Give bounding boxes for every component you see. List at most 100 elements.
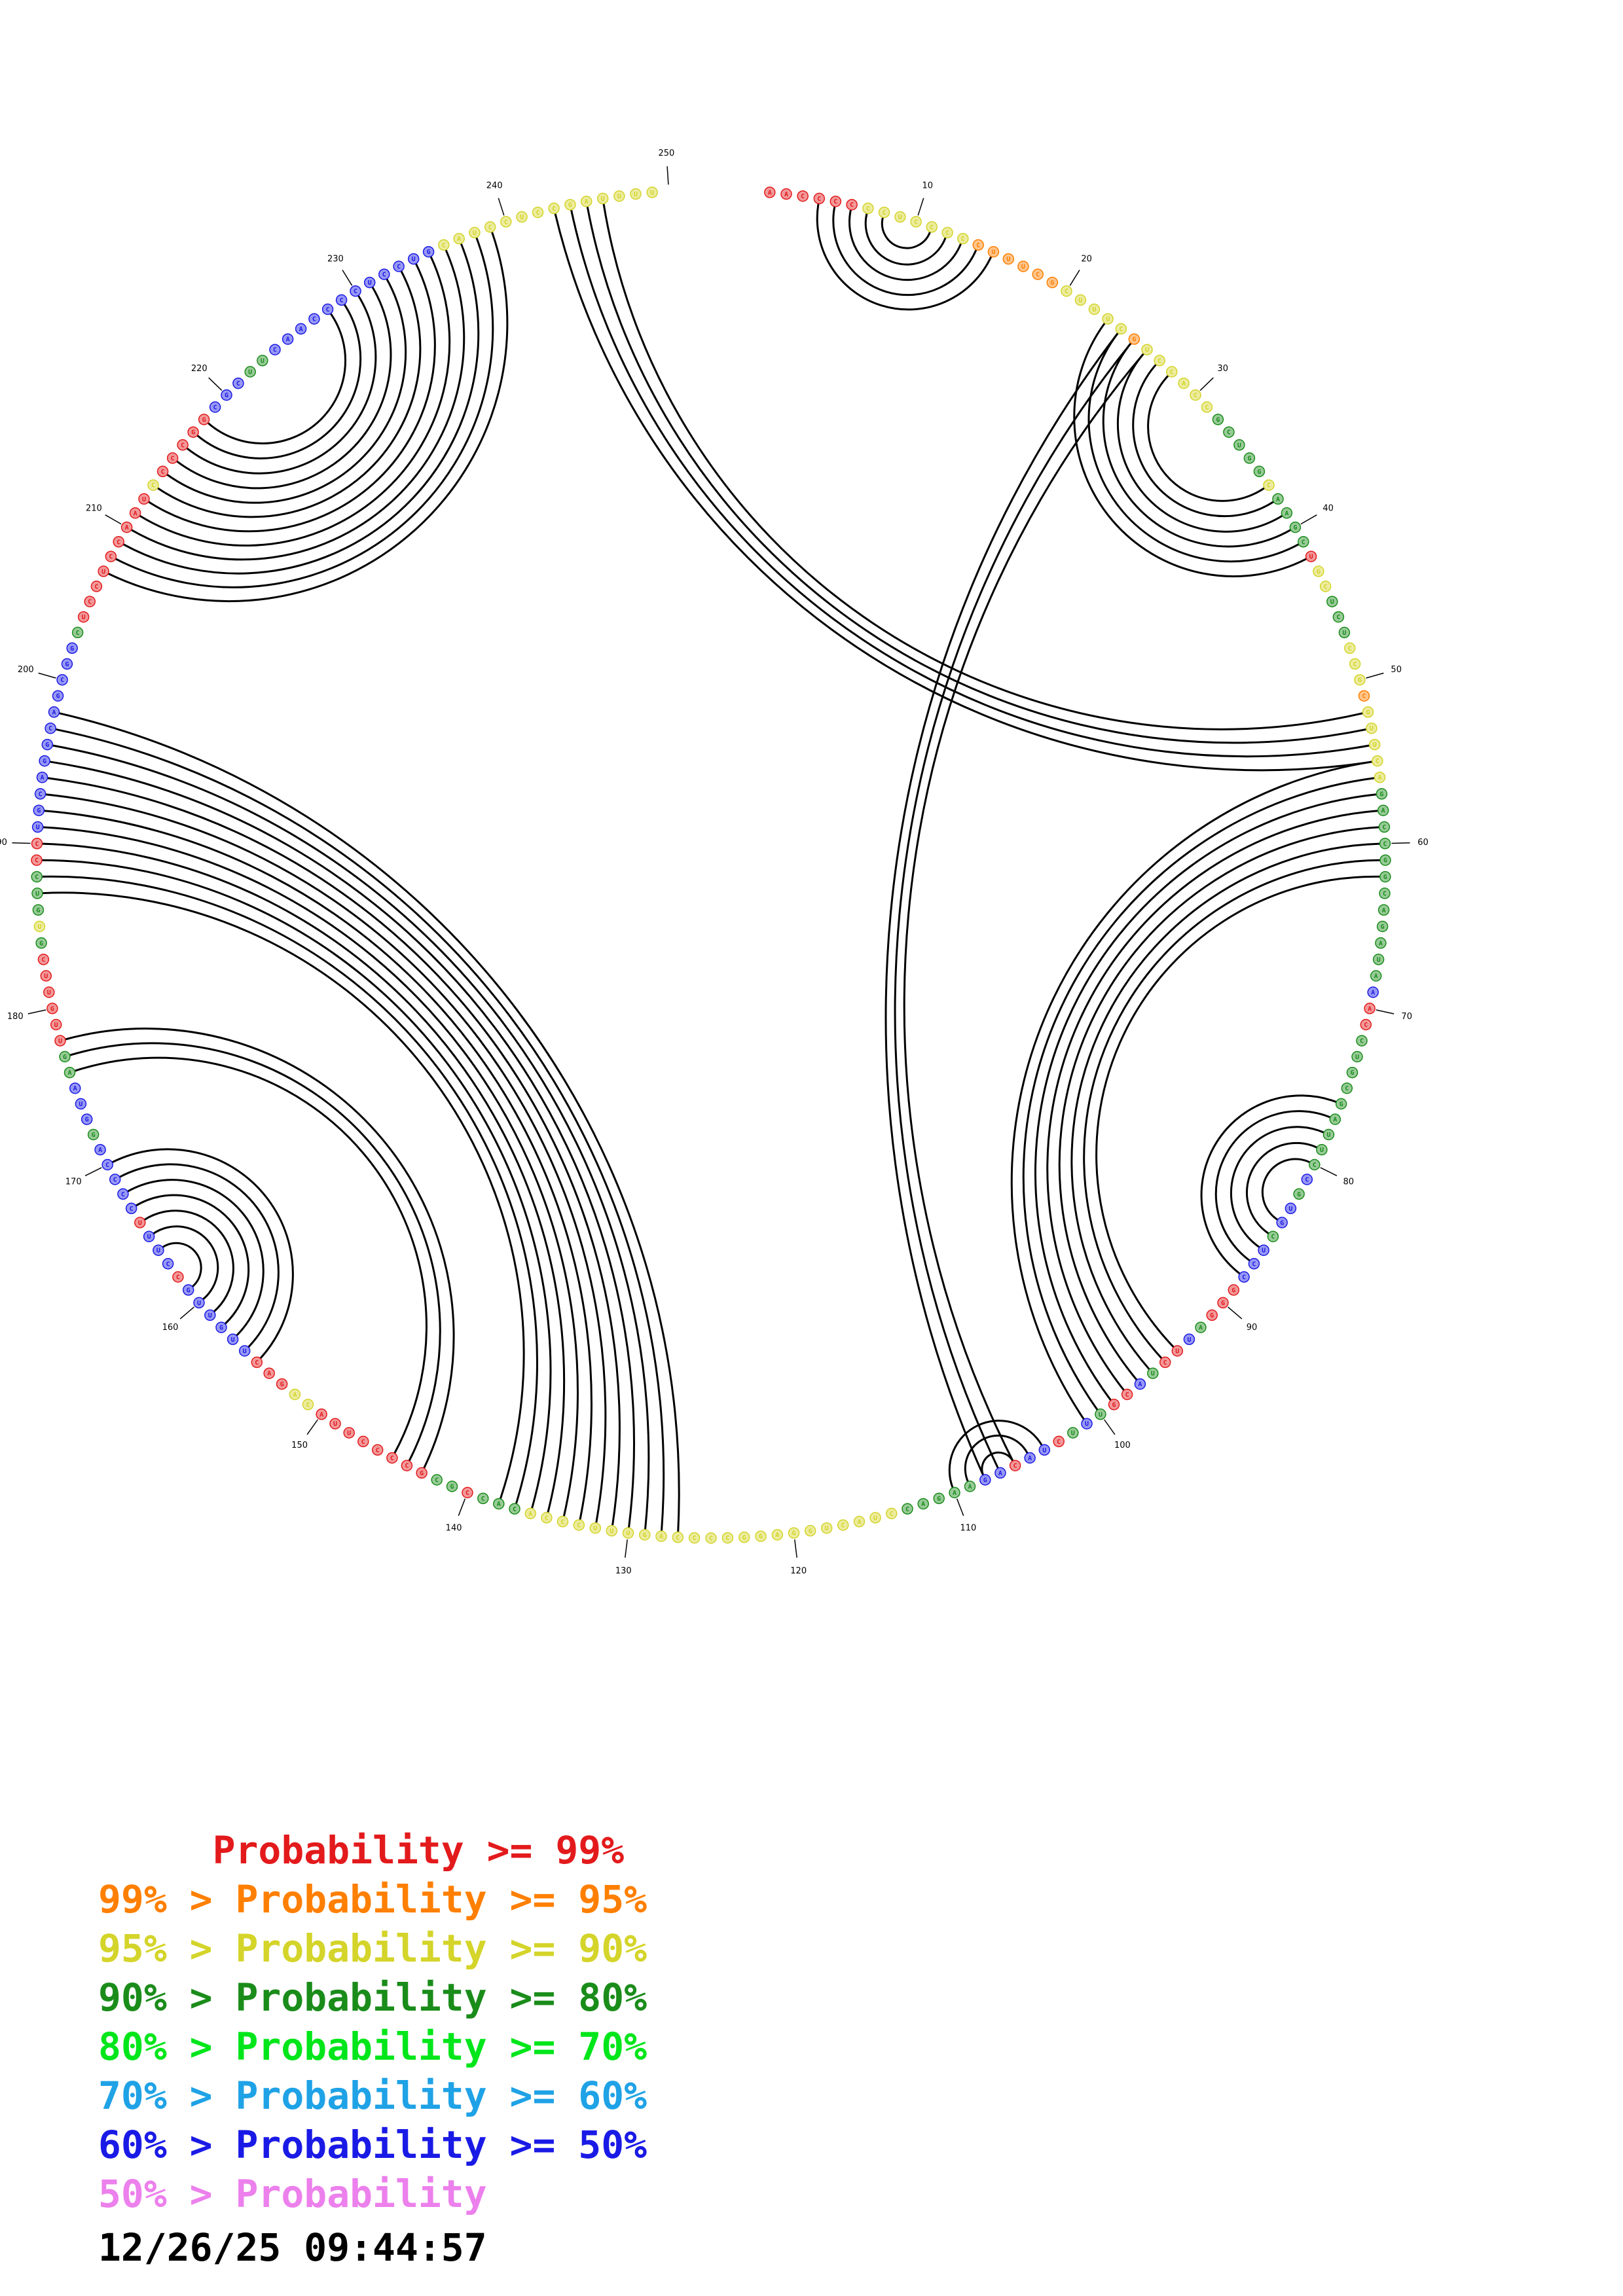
nucleotide: U — [329, 1418, 341, 1429]
nucleotide-letter: U — [610, 1528, 613, 1535]
nucleotide-circle — [117, 1188, 129, 1200]
nucleotide: A — [1375, 937, 1387, 949]
nucleotide: C — [1115, 323, 1127, 335]
nucleotide-letter: G — [1381, 924, 1385, 931]
nucleotide-letter: C — [725, 1535, 729, 1542]
nucleotide-letter: U — [617, 193, 621, 200]
nucleotide-circle — [1038, 1444, 1051, 1456]
nucleotide-letter: U — [208, 1312, 212, 1319]
base-pair-arc — [1070, 842, 1380, 1371]
nucleotide: G — [1313, 565, 1324, 577]
nucleotide: A — [1370, 970, 1382, 982]
nucleotide-circle — [1358, 690, 1370, 702]
nucleotide-circle — [244, 366, 256, 378]
nucleotide-circle — [1201, 401, 1213, 413]
nucleotide-letter: U — [142, 496, 146, 503]
nucleotide: C — [209, 401, 221, 413]
nucleotide: C — [462, 1486, 473, 1499]
nucleotide-letter: A — [1138, 1381, 1142, 1388]
nucleotide-circle — [949, 1486, 960, 1499]
nucleotide-circle — [1002, 253, 1015, 265]
nucleotide-circle — [1147, 1367, 1159, 1379]
nucleotide-letter: U — [1175, 1348, 1179, 1355]
nucleotide-circle — [204, 1309, 216, 1321]
nucleotide-letter: C — [213, 404, 217, 412]
nucleotide-letter: C — [326, 306, 330, 314]
nucleotide-letter: C — [306, 1401, 310, 1408]
nucleotide-letter: U — [82, 614, 86, 621]
nucleotide-letter: C — [709, 1535, 713, 1543]
nucleotide: C — [957, 232, 969, 245]
nucleotide-circle — [75, 1098, 87, 1110]
nucleotide: U — [1366, 722, 1377, 734]
nucleotide-circle — [162, 1258, 174, 1270]
nucleotide-letter: U — [601, 196, 605, 203]
base-pair-arc — [135, 1194, 250, 1325]
nucleotide-letter: A — [775, 1532, 779, 1539]
nucleotide-letter: C — [1360, 1038, 1364, 1045]
nucleotide: G — [87, 1128, 100, 1141]
nucleotide-letter: A — [857, 1518, 861, 1526]
nucleotide: A — [1195, 1321, 1207, 1333]
nucleotide-letter: G — [280, 1381, 284, 1388]
nucleotide-letter: C — [340, 297, 344, 304]
nucleotide: C — [797, 190, 809, 202]
base-pair-arc — [602, 203, 1364, 730]
nucleotide-letter: U — [1370, 725, 1374, 732]
nucleotide-letter: C — [545, 1515, 549, 1522]
nucleotide: G — [1276, 1217, 1288, 1229]
nucleotide-letter: U — [1320, 1147, 1324, 1154]
nucleotide: C — [972, 239, 984, 251]
tick-label: 50 — [1391, 665, 1402, 675]
nucleotide: C — [125, 1202, 137, 1215]
nucleotide-letter: C — [273, 347, 277, 354]
nucleotide: C — [688, 1532, 701, 1544]
nucleotide: C — [105, 550, 117, 562]
tick-mark — [306, 1419, 318, 1435]
nucleotide: C — [477, 1492, 489, 1505]
nucleotide: A — [36, 771, 48, 783]
nucleotide: C — [484, 221, 496, 233]
nucleotide-circle — [35, 937, 47, 949]
nucleotide-letter: C — [1364, 1022, 1368, 1029]
nucleotide-circle — [1305, 550, 1317, 562]
nucleotide-letter: C — [552, 206, 556, 213]
nucleotide-letter: G — [1216, 416, 1220, 423]
nucleotide-circle — [41, 738, 54, 751]
nucleotide: G — [1376, 788, 1388, 800]
nucleotide: U — [407, 253, 420, 265]
nucleotide: C — [1309, 1158, 1321, 1171]
nucleotide: G — [1243, 452, 1256, 464]
tick-mark — [1199, 377, 1214, 391]
nucleotide-circle — [31, 821, 44, 833]
nucleotide-circle — [1351, 1050, 1363, 1063]
nucleotide-letter: C — [405, 1463, 409, 1470]
nucleotide-letter: A — [1381, 808, 1385, 815]
nucleotide-letter: U — [991, 249, 995, 256]
tick-mark — [208, 377, 223, 391]
nucleotide-letter: G — [1247, 455, 1251, 462]
nucleotide: C — [721, 1532, 734, 1544]
nucleotide: A — [771, 1529, 784, 1541]
base-pair-arc — [554, 213, 1373, 772]
nucleotide-letter: A — [319, 1411, 323, 1418]
base-pair-arc — [130, 249, 465, 561]
nucleotide-letter: C — [361, 1439, 365, 1446]
nucleotide-circle — [94, 1143, 106, 1156]
nucleotide-circle — [1285, 1202, 1297, 1215]
nucleotide-circle — [407, 253, 420, 265]
nucleotide: C — [1319, 581, 1332, 592]
nucleotide: C — [321, 303, 334, 315]
nucleotide-circle — [101, 1158, 113, 1171]
nucleotide-letter: G — [1383, 874, 1387, 881]
nucleotide-letter: C — [1057, 1439, 1061, 1446]
nucleotide-circle — [1088, 303, 1101, 315]
tick-mark — [625, 1539, 628, 1558]
nucleotide-letter: A — [267, 1371, 271, 1378]
tick-label: 100 — [1114, 1441, 1131, 1450]
nucleotide-circle — [994, 1467, 1006, 1479]
nucleotide: C — [941, 226, 953, 239]
tick-label: 130 — [615, 1566, 632, 1576]
nucleotide: G — [46, 1003, 58, 1014]
base-pair-arc — [1132, 363, 1275, 518]
